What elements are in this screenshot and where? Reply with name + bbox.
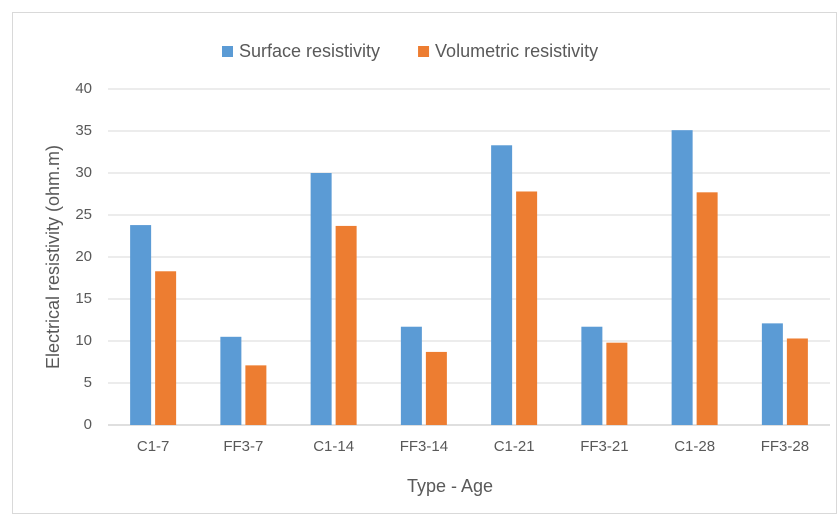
x-tick-label: FF3-28 <box>761 438 809 455</box>
x-tick-label: C1-28 <box>674 438 715 455</box>
bar <box>671 130 693 425</box>
bar <box>335 225 357 425</box>
y-axis-title: Electrical resistivity (ohm.m) <box>43 145 63 369</box>
y-tick-label: 0 <box>84 416 92 433</box>
bar <box>220 336 242 425</box>
bar <box>155 271 177 425</box>
bar <box>786 338 808 425</box>
bar <box>581 326 603 425</box>
y-tick-label: 10 <box>75 332 92 349</box>
bar <box>516 191 538 425</box>
legend-swatch <box>222 46 233 57</box>
bar <box>310 173 332 425</box>
x-tick-label: FF3-21 <box>580 438 628 455</box>
y-tick-label: 20 <box>75 248 92 265</box>
y-tick-label: 25 <box>75 206 92 223</box>
y-tick-label: 30 <box>75 164 92 181</box>
y-tick-label: 15 <box>75 290 92 307</box>
y-tick-label: 40 <box>75 80 92 97</box>
bar <box>130 225 152 425</box>
y-tick-label: 35 <box>75 122 92 139</box>
x-tick-label: C1-7 <box>137 438 170 455</box>
bar <box>696 192 718 425</box>
bar <box>400 326 422 425</box>
x-tick-label: C1-14 <box>313 438 354 455</box>
x-tick-label: FF3-7 <box>223 438 263 455</box>
y-tick-label: 5 <box>84 374 92 391</box>
bar <box>761 323 783 425</box>
x-tick-label: FF3-14 <box>400 438 448 455</box>
legend-label: Surface resistivity <box>239 41 380 61</box>
bar <box>245 365 267 425</box>
bar <box>606 342 628 425</box>
x-axis-title: Type - Age <box>407 476 493 496</box>
bar <box>491 145 513 425</box>
legend-label: Volumetric resistivity <box>435 41 598 61</box>
x-tick-label: C1-21 <box>494 438 535 455</box>
legend-swatch <box>418 46 430 57</box>
bar <box>425 351 447 425</box>
